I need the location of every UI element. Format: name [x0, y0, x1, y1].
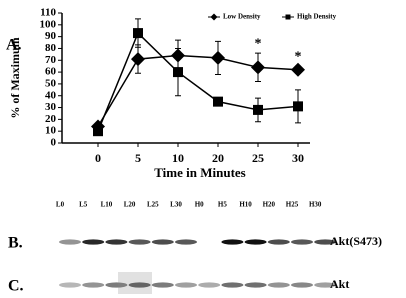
blot-band: [175, 239, 197, 244]
blot-band: [221, 282, 243, 287]
data-point: [291, 63, 305, 77]
figure: A. % of Maximum Time in Minutes 01020304…: [0, 0, 406, 298]
x-tick-label: 0: [95, 151, 101, 165]
blot-band: [152, 282, 174, 287]
legend-label: Low Density: [223, 13, 261, 21]
x-tick-label: 20: [212, 151, 224, 165]
lane-label: L20: [124, 201, 136, 209]
blot-smear: [118, 272, 152, 294]
blot-band: [82, 282, 104, 287]
y-tick-label: 70: [45, 54, 57, 66]
blot-band: [314, 282, 336, 287]
y-tick-label: 20: [45, 113, 57, 125]
panel-label: B.: [8, 235, 23, 252]
blot-band: [268, 239, 290, 244]
x-tick-label: 10: [172, 151, 184, 165]
lane-label: L30: [170, 201, 182, 209]
lane-label: L0: [56, 201, 65, 209]
data-point: [293, 101, 303, 111]
legend-marker: [286, 15, 291, 20]
y-tick-label: 100: [40, 18, 57, 30]
y-tick-label: 50: [45, 77, 57, 89]
blot-band: [59, 239, 81, 244]
annotation: *: [295, 49, 302, 64]
data-point: [133, 28, 143, 38]
x-tick-label: 30: [292, 151, 304, 165]
blot-band: [105, 239, 127, 244]
y-tick-label: 80: [45, 42, 57, 54]
series-line: [98, 56, 298, 127]
blot-band: [291, 282, 313, 287]
lane-label: H10: [239, 201, 252, 209]
blot-band: [59, 282, 81, 287]
y-tick-label: 0: [51, 137, 57, 149]
blot-band: [245, 282, 267, 287]
blot-band: [268, 282, 290, 287]
blot-band: [82, 239, 104, 244]
legend-marker: [211, 14, 218, 21]
data-point: [253, 105, 263, 115]
data-point: [211, 51, 225, 65]
blot-band: [221, 239, 243, 244]
blot-band: [175, 282, 197, 287]
lane-label: H30: [309, 201, 322, 209]
y-tick-label: 90: [45, 30, 57, 42]
data-point: [131, 52, 145, 66]
data-point: [213, 97, 223, 107]
data-point: [251, 60, 265, 74]
lane-label: L5: [79, 201, 88, 209]
y-tick-label: 110: [40, 7, 56, 19]
blot-band: [198, 282, 220, 287]
y-tick-label: 30: [45, 101, 57, 113]
series-line: [98, 33, 298, 131]
annotation: *: [255, 36, 262, 51]
lane-label: L10: [101, 201, 113, 209]
lane-label: L25: [147, 201, 159, 209]
y-tick-label: 60: [45, 66, 57, 78]
blot-band: [291, 239, 313, 244]
blot-band: [152, 239, 174, 244]
blot-band: [314, 239, 336, 244]
y-tick-label: 10: [45, 125, 57, 137]
panel-label: C.: [8, 278, 24, 295]
legend-label: High Density: [297, 13, 337, 21]
lane-label: H25: [286, 201, 299, 209]
y-axis-title: % of Maximum: [8, 37, 22, 118]
blot-label: Akt(S473): [330, 234, 382, 248]
x-tick-label: 5: [135, 151, 141, 165]
blot-band: [245, 239, 267, 244]
y-tick-label: 40: [45, 89, 57, 101]
lane-label: H20: [263, 201, 276, 209]
blot-band: [129, 239, 151, 244]
data-point: [93, 126, 103, 136]
lane-label: H5: [218, 201, 227, 209]
x-tick-label: 25: [252, 151, 264, 165]
x-axis-title: Time in Minutes: [154, 165, 246, 180]
lane-label: H0: [195, 201, 204, 209]
data-point: [173, 67, 183, 77]
